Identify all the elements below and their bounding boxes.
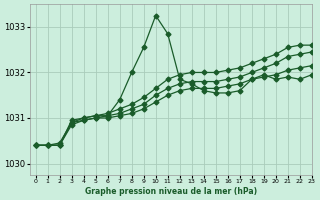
X-axis label: Graphe pression niveau de la mer (hPa): Graphe pression niveau de la mer (hPa) <box>85 187 257 196</box>
